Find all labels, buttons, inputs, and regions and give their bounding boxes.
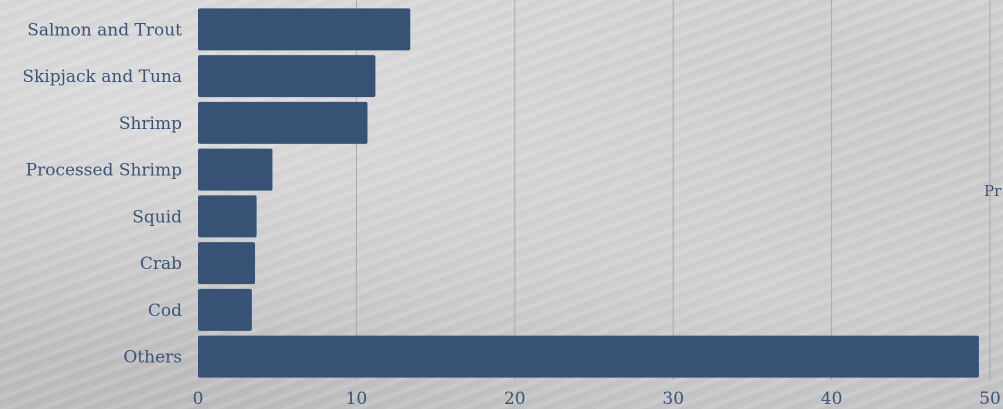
bar: [198, 288, 252, 331]
category-labels: Salmon and Trout Skipjack and Tuna Shrimp P…: [22, 20, 182, 367]
side-text: Pr: [984, 182, 1002, 200]
x-tick-label: 30: [662, 389, 684, 409]
bar: [198, 195, 257, 238]
bar: [198, 101, 368, 144]
bar: [198, 242, 256, 285]
category-label: Processed Shrimp: [26, 161, 182, 181]
category-label: Salmon and Trout: [27, 20, 182, 40]
bar: [198, 8, 411, 51]
category-label: Crab: [140, 254, 182, 274]
bar: [198, 55, 376, 98]
x-tick-label: 0: [193, 389, 204, 409]
category-label: Cod: [148, 301, 182, 321]
bar: [198, 148, 273, 191]
category-label: Squid: [132, 207, 182, 227]
x-tick-label: 50: [979, 389, 1001, 409]
bars: [198, 8, 979, 378]
category-label: Shrimp: [119, 114, 182, 134]
x-tick-labels: 0 10 20 30 40 50: [193, 389, 1001, 409]
bar: [198, 335, 979, 378]
category-label: Skipjack and Tuna: [22, 67, 182, 87]
x-tick-label: 20: [504, 389, 526, 409]
x-tick-label: 10: [346, 389, 368, 409]
category-label: Others: [123, 348, 182, 368]
x-tick-label: 40: [821, 389, 843, 409]
grid-lines: [355, 0, 991, 380]
